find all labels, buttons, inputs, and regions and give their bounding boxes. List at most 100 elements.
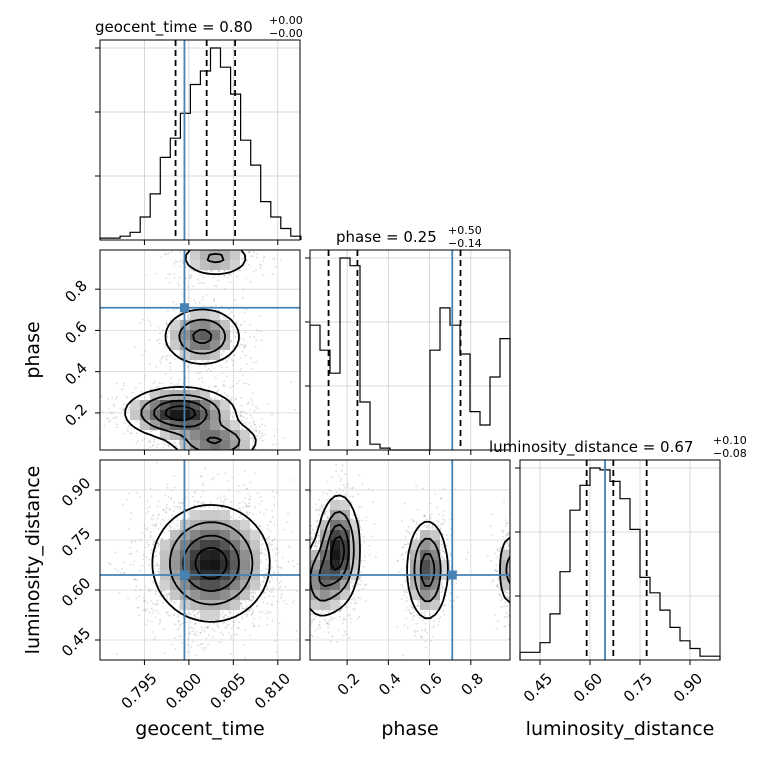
scatter-point [253,423,256,426]
density-cell [190,420,200,430]
scatter-point [173,264,176,267]
scatter-point [170,377,172,379]
scatter-point [204,248,206,250]
contour-level-0 [124,250,257,450]
scatter-point [251,464,253,466]
scatter-point [252,599,255,601]
scatter-point [273,496,275,498]
scatter-point [221,507,223,509]
scatter-point [149,441,152,443]
scatter-point [201,299,204,301]
scatter-point [234,336,237,338]
scatter-point [152,444,155,446]
scatter-point [243,382,246,384]
scatter-point [225,456,227,458]
scatter-point [228,489,231,492]
scatter-point [207,626,210,629]
scatter-point [207,453,209,455]
scatter-point [142,597,145,599]
scatter-point [156,517,159,520]
scatter-point [234,398,237,401]
scatter-point [157,500,160,503]
scatter-point [255,339,258,342]
scatter-point [174,462,176,464]
scatter-point [154,548,157,550]
scatter-point [222,501,225,504]
scatter-point [165,356,168,358]
scatter-point [278,587,281,590]
scatter-point [239,411,242,413]
scatter-point [240,453,242,455]
scatter-point [222,463,224,465]
scatter-point [241,468,243,470]
scatter-point [185,621,187,623]
scatter-point [136,579,138,582]
scatter-point [167,614,170,617]
scatter-point [146,527,149,529]
scatter-point [173,613,176,615]
scatter-point [189,632,192,635]
scatter-point [181,502,184,505]
scatter-point [267,403,269,406]
scatter-point [217,242,219,244]
scatter-point [244,422,247,424]
scatter-point [169,229,171,231]
scatter-point [201,451,203,453]
scatter-point [255,429,258,432]
scatter-point [157,544,160,547]
scatter-point [235,451,237,453]
scatter-point [230,311,233,313]
scatter-point [261,454,263,456]
scatter-point [245,451,247,453]
density-cell [190,310,200,320]
scatter-point [210,398,212,400]
scatter-point [132,563,135,566]
scatter-point [251,612,254,614]
scatter-point [154,636,157,638]
scatter-point [174,623,177,625]
scatter-point [187,314,190,317]
density-cell [230,440,240,450]
scatter-point [243,643,245,646]
scatter-point [222,242,224,244]
scatter-point [242,506,245,509]
scatter-point [190,454,192,456]
scatter-point [138,382,141,385]
scatter-point [259,524,262,527]
scatter-point [188,627,191,629]
scatter-point [200,475,203,478]
scatter-point [264,554,267,556]
scatter-point [272,257,274,260]
scatter-point [192,270,195,272]
scatter-point [167,330,170,332]
scatter-point [171,643,174,646]
scatter-point [280,580,283,583]
scatter-point [194,238,196,240]
scatter-point [258,625,260,628]
scatter-point [130,512,133,514]
scatter-point [249,495,252,498]
scatter-point [252,456,254,458]
scatter-point [245,277,248,280]
scatter-point [157,514,160,517]
scatter-point [231,359,233,361]
scatter-point [153,380,156,383]
scatter-point [239,370,241,373]
scatter-point [165,322,168,325]
density-cell [210,330,220,340]
scatter-point [132,472,134,474]
scatter-point [224,247,226,249]
scatter-point [236,382,239,385]
scatter-point [242,410,245,412]
scatter-point [148,558,150,561]
scatter-point [185,612,188,615]
scatter-point [271,548,274,551]
scatter-point [226,359,229,362]
scatter-point [178,442,181,444]
scatter-point [181,370,184,373]
scatter-point [272,595,275,598]
scatter-point [203,627,206,629]
scatter-point [153,248,155,250]
scatter-point [209,453,211,455]
